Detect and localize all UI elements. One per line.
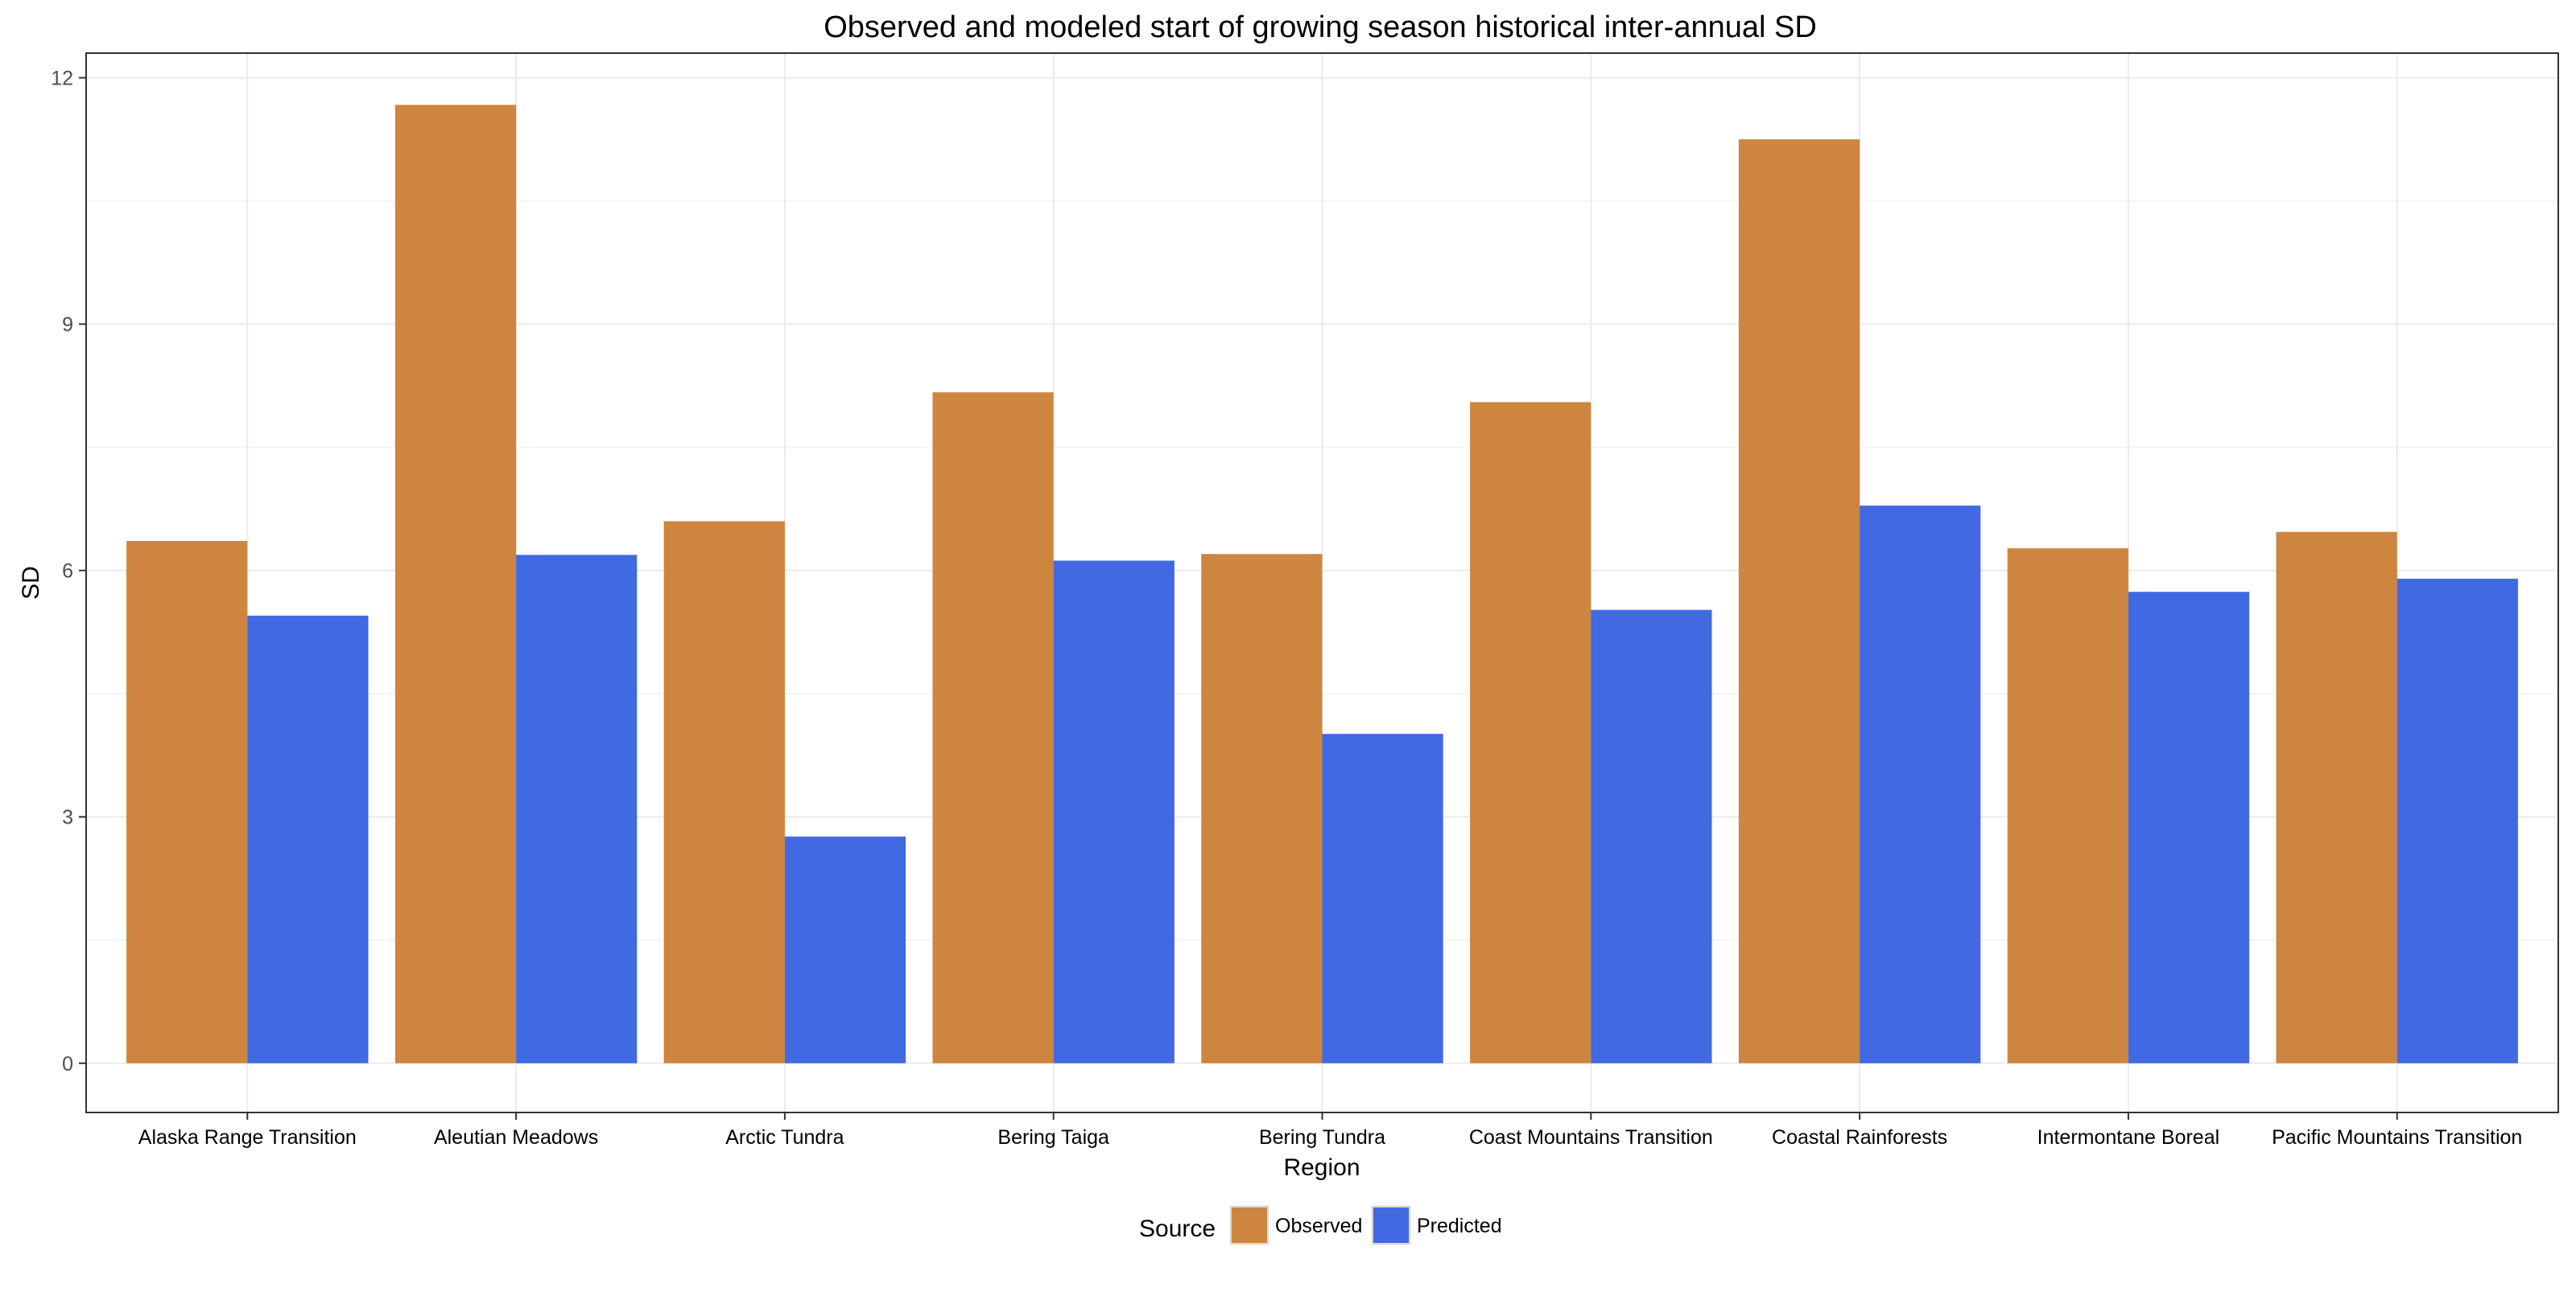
x-tick-label: Coast Mountains Transition	[1469, 1126, 1713, 1149]
y-tick-label: 3	[62, 807, 73, 829]
x-tick-label: Intermontane Boreal	[2037, 1126, 2220, 1149]
legend-key-predicted	[1372, 1206, 1410, 1245]
legend-label: Predicted	[1417, 1215, 1502, 1237]
chart-title: Observed and modeled start of growing se…	[824, 10, 1817, 44]
x-tick-label: Bering Tundra	[1259, 1126, 1385, 1149]
bar-predicted	[784, 836, 906, 1063]
bar-observed	[394, 105, 517, 1063]
x-tick-label: Aleutian Meadows	[434, 1126, 598, 1149]
legend: Source Observed Predicted	[1139, 1205, 1502, 1245]
bar-predicted	[1053, 560, 1174, 1063]
x-axis-label: Region	[1283, 1154, 1360, 1181]
legend-title: Source	[1139, 1216, 1216, 1242]
bar-observed	[2007, 548, 2128, 1063]
bar-observed	[663, 521, 785, 1063]
bar-observed	[932, 392, 1054, 1063]
bar-predicted	[1322, 733, 1443, 1063]
y-tick-label: 12	[51, 68, 73, 90]
bar-predicted	[516, 555, 638, 1063]
y-axis: 0 3 6 9 12	[51, 68, 86, 1075]
bar-observed	[1201, 554, 1323, 1063]
y-tick-label: 0	[62, 1053, 73, 1075]
bar-predicted	[1860, 506, 1981, 1063]
x-tick-label: Bering Taiga	[997, 1126, 1109, 1149]
x-axis: Alaska Range Transition Aleutian Meadows A…	[138, 1112, 2522, 1149]
x-tick-label: Arctic Tundra	[725, 1126, 844, 1149]
bar-observed	[126, 540, 248, 1063]
bar-predicted	[1591, 609, 1712, 1063]
legend-label: Observed	[1275, 1215, 1362, 1237]
x-tick-label: Pacific Mountains Transition	[2272, 1126, 2522, 1149]
legend-key-observed	[1230, 1206, 1269, 1245]
bar-predicted	[247, 615, 369, 1063]
bars	[126, 105, 2518, 1063]
x-tick-label: Alaska Range Transition	[138, 1126, 357, 1149]
bar-observed	[2276, 531, 2397, 1063]
y-tick-label: 6	[62, 560, 73, 583]
x-tick-label: Coastal Rainforests	[1772, 1126, 1947, 1149]
bar-observed	[1470, 402, 1591, 1063]
bar-observed	[1738, 139, 1860, 1063]
bar-predicted	[2128, 592, 2250, 1063]
y-tick-label: 9	[62, 314, 73, 336]
bar-predicted	[2396, 578, 2518, 1063]
y-axis-label: SD	[18, 566, 44, 600]
